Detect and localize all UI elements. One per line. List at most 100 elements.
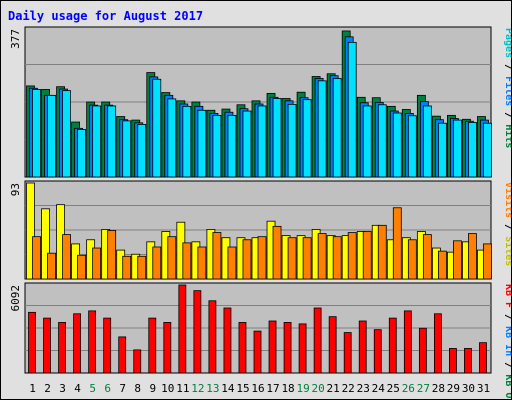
bar-kb-f-day-20 bbox=[313, 307, 322, 374]
x-tick-label-day-9: 9 bbox=[149, 382, 156, 395]
x-tick-label-day-5: 5 bbox=[89, 382, 96, 395]
bar-visits-day-2 bbox=[41, 208, 50, 280]
bar-sites-day-19 bbox=[302, 237, 312, 280]
bar-pages-day-3 bbox=[62, 90, 71, 178]
bar-sites-day-11 bbox=[182, 242, 192, 280]
bar-pages-day-5 bbox=[92, 105, 102, 178]
bar-sites-day-18 bbox=[287, 237, 297, 280]
x-tick-label-day-8: 8 bbox=[134, 382, 141, 395]
bar-kb-f-day-31 bbox=[479, 342, 487, 374]
bar-kb-f-day-26 bbox=[403, 310, 412, 374]
legend-separator: / bbox=[503, 356, 511, 374]
bar-kb-f-day-8 bbox=[133, 349, 142, 374]
chart-title: Daily usage for August 2017 bbox=[8, 9, 203, 23]
legend-separator: / bbox=[503, 218, 511, 236]
bar-sites-day-20 bbox=[317, 233, 327, 280]
x-tick-label-day-30: 30 bbox=[462, 382, 475, 395]
bar-pages-day-27 bbox=[422, 105, 432, 178]
bar-sites-day-10 bbox=[167, 236, 177, 280]
bar-sites-day-8 bbox=[137, 255, 147, 280]
legend-separator: / bbox=[503, 106, 511, 124]
bar-sites-day-13 bbox=[212, 232, 222, 280]
bar-pages-day-11 bbox=[182, 105, 192, 178]
legend-label-files: Files bbox=[503, 76, 511, 106]
bar-sites-day-24 bbox=[377, 224, 387, 280]
bar-pages-day-2 bbox=[47, 94, 56, 178]
x-tick-label-day-10: 10 bbox=[161, 382, 174, 395]
bar-sites-day-14 bbox=[227, 246, 237, 280]
legend-separator: / bbox=[503, 58, 511, 76]
x-tick-label-day-3: 3 bbox=[59, 382, 66, 395]
legend-label-kb-out: KB Out bbox=[503, 374, 511, 399]
x-tick-label-day-7: 7 bbox=[119, 382, 126, 395]
bar-kb-f-day-24 bbox=[373, 329, 382, 374]
bar-sites-day-12 bbox=[197, 246, 207, 280]
bar-pages-day-15 bbox=[242, 110, 252, 178]
legend-separator: / bbox=[503, 308, 511, 326]
x-tick-label-day-27: 27 bbox=[417, 382, 430, 395]
bar-sites-day-16 bbox=[257, 236, 267, 280]
legend-label-kb-f: KB F bbox=[503, 284, 511, 308]
bar-sites-day-27 bbox=[422, 234, 432, 280]
panel-top-max-label: 377 bbox=[9, 29, 22, 49]
x-tick-label-day-31: 31 bbox=[477, 382, 490, 395]
bar-pages-day-29 bbox=[453, 119, 462, 178]
bar-kb-f-day-9 bbox=[148, 317, 157, 374]
bar-kb-f-day-18 bbox=[283, 322, 292, 374]
legend-label-pages: Pages bbox=[503, 28, 511, 58]
bar-pages-day-7 bbox=[122, 120, 132, 178]
bar-kb-f-day-10 bbox=[163, 322, 172, 374]
x-tick-label-day-2: 2 bbox=[44, 382, 51, 395]
bar-kb-f-day-6 bbox=[103, 317, 112, 374]
bar-sites-day-4 bbox=[77, 254, 87, 280]
x-tick-label-day-25: 25 bbox=[387, 382, 400, 395]
bar-pages-day-24 bbox=[377, 104, 387, 178]
x-tick-label-day-15: 15 bbox=[236, 382, 249, 395]
bar-kb-f-day-2 bbox=[43, 317, 51, 374]
x-tick-label-day-17: 17 bbox=[266, 382, 279, 395]
bar-pages-day-19 bbox=[302, 99, 312, 178]
bar-pages-day-25 bbox=[392, 112, 402, 178]
x-tick-label-day-4: 4 bbox=[74, 382, 81, 395]
bar-kb-f-day-1 bbox=[28, 311, 36, 374]
bar-sites-day-22 bbox=[347, 232, 357, 280]
bar-kb-f-day-12 bbox=[193, 290, 202, 374]
bar-sites-day-3 bbox=[62, 234, 71, 280]
bar-sites-day-5 bbox=[92, 247, 102, 280]
x-tick-label-day-14: 14 bbox=[221, 382, 235, 395]
x-tick-label-day-20: 20 bbox=[312, 382, 325, 395]
x-tick-label-day-18: 18 bbox=[281, 382, 294, 395]
bar-sites-day-30 bbox=[468, 233, 477, 280]
x-tick-label-day-23: 23 bbox=[357, 382, 370, 395]
bar-pages-day-14 bbox=[227, 114, 237, 178]
x-tick-label-day-28: 28 bbox=[432, 382, 445, 395]
bar-kb-f-day-28 bbox=[433, 313, 442, 374]
x-tick-label-day-1: 1 bbox=[29, 382, 36, 395]
bar-sites-day-17 bbox=[272, 225, 282, 280]
bar-pages-day-31 bbox=[483, 122, 492, 178]
bar-kb-f-day-5 bbox=[88, 310, 97, 374]
legend-label-kb-in: KB In bbox=[503, 326, 511, 356]
bar-pages-day-28 bbox=[437, 122, 447, 178]
bar-sites-day-26 bbox=[407, 239, 417, 280]
x-tick-label-day-13: 13 bbox=[206, 382, 219, 395]
bar-kb-f-day-14 bbox=[223, 307, 232, 374]
bar-sites-day-15 bbox=[242, 239, 252, 280]
bar-pages-day-23 bbox=[362, 105, 372, 178]
bar-kb-f-day-17 bbox=[268, 320, 277, 374]
bar-pages-day-30 bbox=[468, 122, 477, 178]
bar-pages-day-10 bbox=[167, 98, 177, 178]
bar-pages-day-13 bbox=[212, 114, 222, 178]
x-tick-label-day-12: 12 bbox=[191, 382, 204, 395]
bar-pages-day-17 bbox=[272, 98, 282, 178]
bar-pages-day-12 bbox=[197, 109, 207, 178]
bar-kb-f-day-4 bbox=[73, 313, 82, 374]
bar-sites-day-31 bbox=[483, 243, 492, 280]
bar-sites-day-29 bbox=[453, 240, 462, 280]
x-tick-label-day-21: 21 bbox=[327, 382, 340, 395]
bar-kb-f-day-16 bbox=[253, 330, 262, 374]
x-tick-label-day-6: 6 bbox=[104, 382, 111, 395]
x-tick-label-day-22: 22 bbox=[342, 382, 355, 395]
